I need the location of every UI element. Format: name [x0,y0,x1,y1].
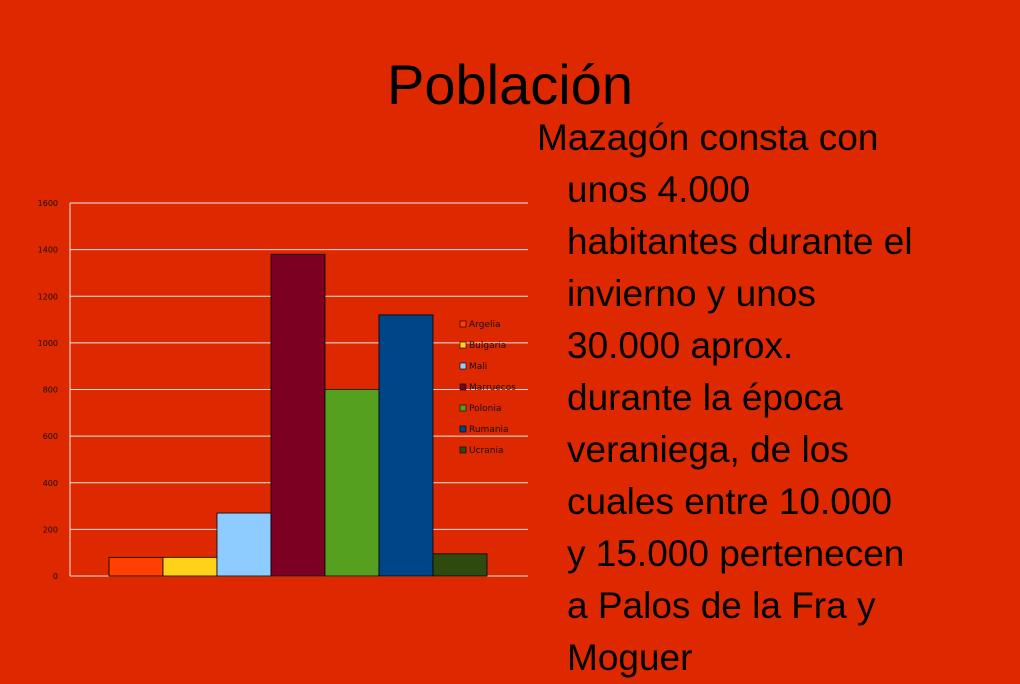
y-tick-label: 1600 [38,199,58,208]
body-line: y 15.000 pertenecen [567,533,905,574]
body-line: invierno y unos [567,273,816,314]
y-tick-label: 0 [53,572,58,581]
legend-label: Bulgaria [469,341,506,351]
y-tick-label: 200 [43,525,58,534]
body-line: Moguer [567,637,693,678]
body-line: habitantes durante el [567,221,913,262]
legend-label: Mali [469,362,487,372]
bar [162,556,218,577]
body-line: veraniega, de los [567,429,849,470]
legend-swatch [459,425,467,433]
y-tick-label: 1000 [38,339,58,348]
legend-label: Argelia [469,320,500,330]
legend-label: Ucrania [469,446,503,456]
body-line: Mazagón consta con [537,117,879,158]
body-line: unos 4.000 [567,169,751,210]
legend-swatch [459,320,467,328]
legend-swatch [459,383,467,391]
legend-label: Polonia [469,404,501,414]
legend-swatch [459,341,467,349]
bar [108,556,164,577]
y-tick-label: 400 [43,479,58,488]
body-line: a Palos de la Fra y [567,585,876,626]
bar [216,512,272,577]
slide-title: Población [387,53,633,116]
legend-swatch [459,446,467,454]
legend-swatch [459,404,467,412]
legend-label: Marruecos [469,383,516,393]
y-tick-label: 1400 [38,246,58,255]
y-tick-label: 1200 [38,292,58,301]
body-line: 30.000 aprox. [567,325,794,366]
y-tick-label: 800 [43,386,58,395]
legend-label: Rumania [469,425,509,435]
body-line: cuales entre 10.000 [567,481,893,522]
y-tick-label: 600 [43,432,58,441]
body-text: Mazagón consta con unos 4.000 habitantes… [537,112,1007,684]
population-bar-chart: 0 200 400 600 800 1000 1200 1400 1600 Argelia Bulg… [38,199,528,581]
bar [432,553,488,577]
bar [324,389,380,577]
bar [270,253,326,577]
legend-swatch [459,362,467,370]
body-line: durante la época [567,377,843,418]
bar [378,314,434,577]
